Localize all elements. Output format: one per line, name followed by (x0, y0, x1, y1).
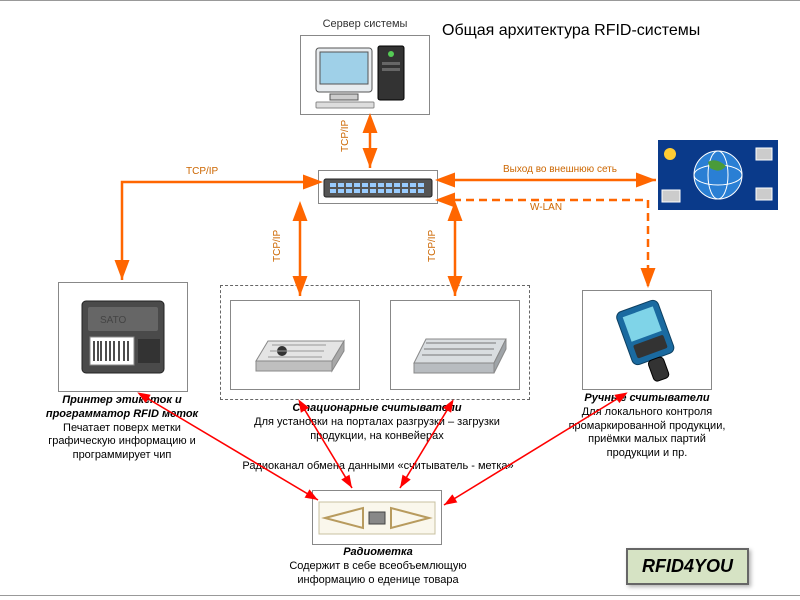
server-label-top: Сервер системы (300, 18, 430, 32)
printer-icon: SATO (64, 287, 182, 387)
tag-icon (315, 494, 439, 542)
tag-label: Радиометка Содержит в себе всеобъемлющую… (288, 546, 468, 587)
edge-label-server-switch: TCP/IP (340, 120, 351, 152)
printer-node: SATO (58, 282, 188, 392)
stationary-reader-2 (390, 300, 520, 390)
reader-icon (236, 305, 354, 385)
brand-badge: RFID4YOU (626, 548, 749, 585)
svg-text:SATO: SATO (100, 315, 127, 326)
edge-label-switch-handheld: W-LAN (530, 202, 562, 213)
server-node (300, 35, 430, 115)
edge-label-switch-reader2: TCP/IP (427, 230, 438, 262)
rfid-tag-node (312, 490, 442, 545)
switch-node (318, 170, 438, 204)
handheld-icon (588, 294, 706, 386)
switch-icon (322, 173, 434, 201)
handheld-label: Ручные считыватели Для локального контро… (562, 392, 732, 461)
printer-label: Принтер этикеток и программатор RFID мет… (30, 394, 214, 463)
radio-channel-label: Радиоканал обмена данными «считыватель -… (228, 460, 528, 474)
globe-icon (658, 140, 778, 210)
edge-label-switch-internet: Выход во внешнюю сеть (480, 164, 640, 175)
handheld-node (582, 290, 712, 390)
computer-icon (310, 40, 420, 110)
internet-node (658, 140, 778, 210)
edge-label-switch-printer: TCP/IP (186, 166, 218, 177)
stationary-label: Стационарные считыватели Для установки н… (232, 402, 522, 443)
stationary-reader-1 (230, 300, 360, 390)
edge-label-switch-reader1: TCP/IP (272, 230, 283, 262)
diagram-title: Общая архитектура RFID-системы (442, 22, 700, 40)
reader-icon (396, 305, 514, 385)
